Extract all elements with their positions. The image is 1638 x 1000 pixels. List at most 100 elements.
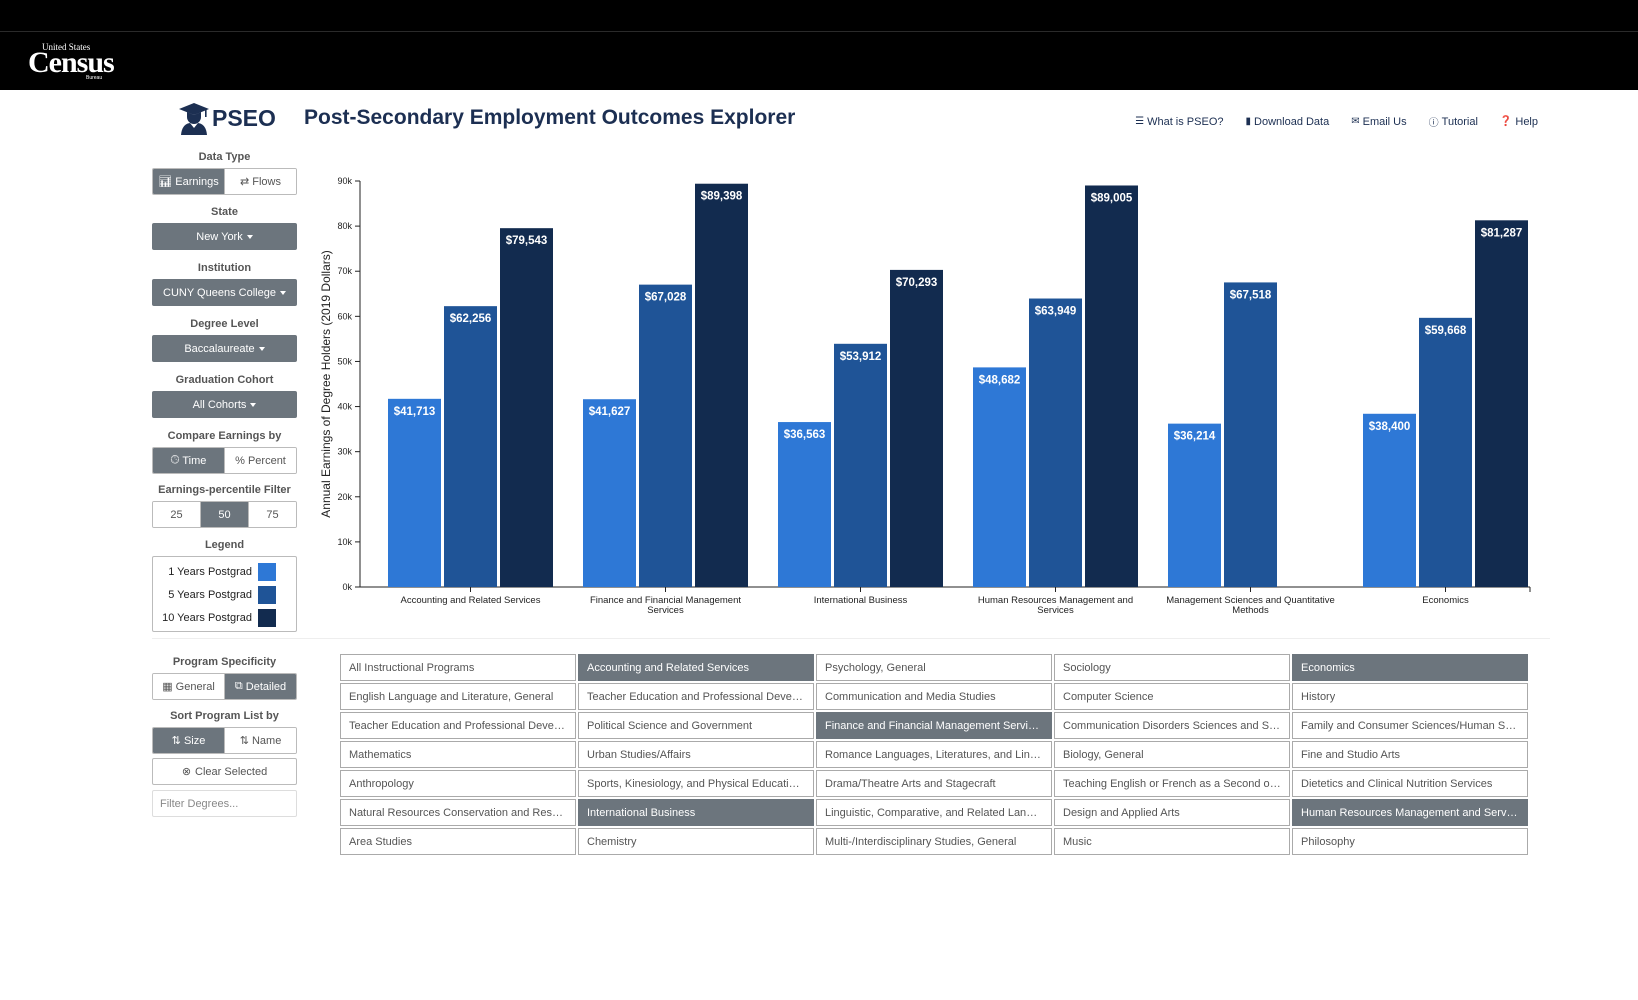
file-icon: ▮ xyxy=(1245,116,1252,127)
program-item[interactable]: Music xyxy=(1054,828,1290,855)
program-item[interactable]: Anthropology xyxy=(340,770,576,797)
program-item[interactable]: Economics xyxy=(1292,654,1528,681)
program-item[interactable]: Multi-/Interdisciplinary Studies, Genera… xyxy=(816,828,1052,855)
program-item[interactable]: Mathematics xyxy=(340,741,576,768)
nav-tutorial[interactable]: ⓘ Tutorial xyxy=(1429,114,1478,130)
bar xyxy=(1419,317,1472,587)
program-item[interactable]: Teacher Education and Professional Devel… xyxy=(340,712,576,739)
flows-button[interactable]: ⇄ Flows xyxy=(224,169,296,194)
earnings-button[interactable]: 📊︎ Earnings xyxy=(153,169,224,194)
program-item[interactable]: Romance Languages, Literatures, and Ling… xyxy=(816,741,1052,768)
nav-email-us[interactable]: ✉ Email Us xyxy=(1351,114,1406,129)
sort-size-button[interactable]: ⇅ Size xyxy=(153,728,224,753)
bar-value-label: $62,256 xyxy=(450,313,492,325)
program-item[interactable]: Fine and Studio Arts xyxy=(1292,741,1528,768)
program-item-label: Biology, General xyxy=(1063,748,1144,761)
program-item[interactable]: Drama/Theatre Arts and Stagecraft xyxy=(816,770,1052,797)
program-item[interactable]: History xyxy=(1292,683,1528,710)
bar xyxy=(1168,423,1221,587)
nav-download-data[interactable]: ▮ Download Data xyxy=(1246,114,1330,129)
general-button[interactable]: ▦ General xyxy=(153,674,224,699)
y-tick-label: 60k xyxy=(337,311,352,321)
program-item-label: Human Resources Management and Services xyxy=(1301,806,1519,819)
sort-name-button[interactable]: ⇅ Name xyxy=(224,728,296,753)
detailed-button[interactable]: ⧉ Detailed xyxy=(224,674,296,699)
program-item[interactable]: Psychology, General xyxy=(816,654,1052,681)
specificity-toggle: ▦ General ⧉ Detailed xyxy=(152,673,297,700)
program-item[interactable]: Philosophy xyxy=(1292,828,1528,855)
percentile-50-button[interactable]: 50 xyxy=(200,502,248,527)
y-tick-label: 80k xyxy=(337,221,352,231)
program-item[interactable]: Computer Science xyxy=(1054,683,1290,710)
nav-label: Download Data xyxy=(1254,115,1330,128)
program-item[interactable]: Human Resources Management and Services xyxy=(1292,799,1528,826)
census-logo-line1: United States xyxy=(42,42,91,52)
graduate-icon xyxy=(178,101,210,135)
program-item-label: Drama/Theatre Arts and Stagecraft xyxy=(825,777,996,790)
x-tick-label: Human Resources Management and xyxy=(978,595,1133,606)
program-item[interactable]: Communication Disorders Sciences and Ser… xyxy=(1054,712,1290,739)
bar xyxy=(834,343,887,587)
x-tick-label: Methods xyxy=(1232,605,1269,616)
state-dropdown[interactable]: New York xyxy=(152,223,297,250)
bar-value-label: $89,398 xyxy=(701,191,743,203)
legend: 1 Years Postgrad 5 Years Postgrad 10 Yea… xyxy=(152,556,297,632)
program-item[interactable]: Communication and Media Studies xyxy=(816,683,1052,710)
program-item-label: Mathematics xyxy=(349,748,412,761)
program-item-label: Finance and Financial Management Service… xyxy=(825,719,1043,732)
program-item[interactable]: Family and Consumer Sciences/Human Scie.… xyxy=(1292,712,1528,739)
nav-help[interactable]: ❓ Help xyxy=(1500,114,1538,129)
y-tick-label: 40k xyxy=(337,402,352,412)
program-item[interactable]: Sports, Kinesiology, and Physical Educat… xyxy=(578,770,814,797)
program-item-label: Design and Applied Arts xyxy=(1063,806,1180,819)
program-item[interactable]: Linguistic, Comparative, and Related Lan… xyxy=(816,799,1052,826)
program-item[interactable]: Area Studies xyxy=(340,828,576,855)
program-item[interactable]: Finance and Financial Management Service… xyxy=(816,712,1052,739)
program-item[interactable]: All Instructional Programs xyxy=(340,654,576,681)
program-item[interactable]: Biology, General xyxy=(1054,741,1290,768)
program-item[interactable]: International Business xyxy=(578,799,814,826)
institution-dropdown[interactable]: CUNY Queens College xyxy=(152,279,297,306)
time-button[interactable]: 🕒︎ Time xyxy=(153,448,224,473)
y-tick-label: 50k xyxy=(337,356,352,366)
program-item-label: International Business xyxy=(587,806,696,819)
nav-label: Email Us xyxy=(1362,115,1407,128)
program-item[interactable]: Chemistry xyxy=(578,828,814,855)
earnings-label: Earnings xyxy=(175,175,219,188)
percent-icon: % xyxy=(235,454,245,467)
program-item[interactable]: Urban Studies/Affairs xyxy=(578,741,814,768)
program-item[interactable]: Dietetics and Clinical Nutrition Service… xyxy=(1292,770,1528,797)
caret-down-icon xyxy=(279,290,286,295)
degree-level-dropdown[interactable]: Baccalaureate xyxy=(152,335,297,362)
program-item[interactable]: Sociology xyxy=(1054,654,1290,681)
clear-selected-button[interactable]: ⊗ Clear Selected xyxy=(152,758,297,785)
x-tick-label: Finance and Financial Management xyxy=(590,595,741,606)
bar xyxy=(1029,298,1082,587)
program-item[interactable]: Political Science and Government xyxy=(578,712,814,739)
caret-down-icon xyxy=(250,402,257,407)
legend-item-label: 5 Years Postgrad xyxy=(168,588,252,601)
cohort-dropdown[interactable]: All Cohorts xyxy=(152,391,297,418)
program-item[interactable]: Design and Applied Arts xyxy=(1054,799,1290,826)
program-item[interactable]: English Language and Literature, General xyxy=(340,683,576,710)
percentile-75-button[interactable]: 75 xyxy=(248,502,296,527)
time-label: Time xyxy=(182,454,207,467)
program-item-label: Romance Languages, Literatures, and Ling… xyxy=(825,748,1043,761)
program-item[interactable]: Teaching English or French as a Second o… xyxy=(1054,770,1290,797)
program-item[interactable]: Accounting and Related Services xyxy=(578,654,814,681)
y-axis-title: Annual Earnings of Degree Holders (2019 … xyxy=(319,250,333,517)
y-tick-label: 90k xyxy=(337,176,352,186)
bar xyxy=(639,284,692,587)
program-item-label: Political Science and Government xyxy=(587,719,753,732)
percentile-25-button[interactable]: 25 xyxy=(153,502,200,527)
times-circle-icon: ⊗ xyxy=(181,766,192,778)
nav-what-is-pseo[interactable]: ☰ What is PSEO? xyxy=(1135,114,1223,129)
percent-button[interactable]: % Percent xyxy=(224,448,296,473)
program-item[interactable]: Teacher Education and Professional Devel… xyxy=(578,683,814,710)
filter-degrees-input[interactable] xyxy=(152,790,297,817)
bar xyxy=(583,399,636,587)
pseo-logo[interactable]: PSEO xyxy=(178,101,276,135)
program-item[interactable]: Natural Resources Conservation and Resea… xyxy=(340,799,576,826)
x-tick-label: Services xyxy=(647,605,684,616)
top-nav: ☰ What is PSEO? ▮ Download Data ✉ Email Us … xyxy=(1135,114,1538,130)
